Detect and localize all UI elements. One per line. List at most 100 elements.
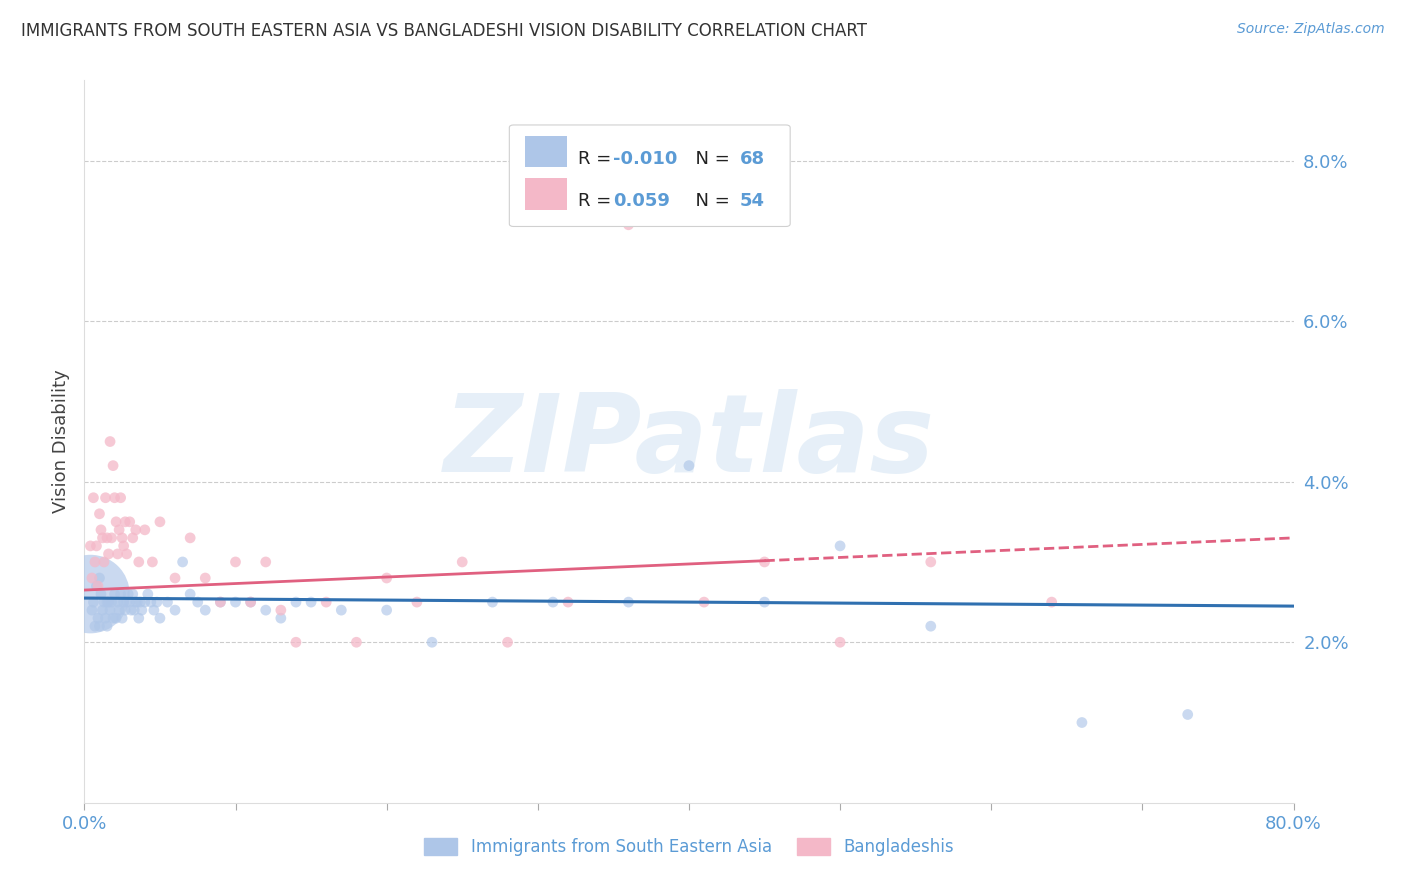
Point xyxy=(82,491,104,505)
Point xyxy=(117,587,139,601)
Point xyxy=(93,555,115,569)
Point xyxy=(285,595,308,609)
Point xyxy=(830,635,852,649)
Text: N =: N = xyxy=(683,150,735,168)
Text: -0.010: -0.010 xyxy=(613,150,678,168)
Point xyxy=(1177,707,1199,722)
Text: R =: R = xyxy=(578,150,617,168)
Point xyxy=(299,595,322,609)
Point xyxy=(94,491,117,505)
Point xyxy=(754,595,776,609)
Point xyxy=(1071,715,1094,730)
Point xyxy=(84,619,107,633)
Point xyxy=(111,611,134,625)
Point xyxy=(121,587,143,601)
Point xyxy=(89,507,111,521)
Point xyxy=(451,555,474,569)
Point xyxy=(496,635,519,649)
Point xyxy=(80,603,103,617)
Point xyxy=(134,523,156,537)
Point xyxy=(89,571,111,585)
Point xyxy=(118,595,141,609)
Point xyxy=(125,523,148,537)
Point xyxy=(330,603,353,617)
Point xyxy=(112,539,135,553)
Legend: Immigrants from South Eastern Asia, Bangladeshis: Immigrants from South Eastern Asia, Bang… xyxy=(418,831,960,863)
Point xyxy=(108,603,131,617)
Point xyxy=(754,555,776,569)
Point xyxy=(91,603,114,617)
Point xyxy=(96,531,118,545)
Point xyxy=(270,603,292,617)
Point xyxy=(87,611,110,625)
Point xyxy=(149,611,172,625)
Point xyxy=(86,579,108,593)
Point xyxy=(108,523,131,537)
Point xyxy=(96,595,118,609)
Point xyxy=(122,603,145,617)
Point xyxy=(129,595,152,609)
Point xyxy=(420,635,443,649)
Point xyxy=(87,579,110,593)
Point xyxy=(165,571,187,585)
Point xyxy=(194,571,217,585)
Point xyxy=(142,603,165,617)
Point xyxy=(678,458,700,473)
Point xyxy=(100,531,122,545)
Point xyxy=(114,603,136,617)
Text: R =: R = xyxy=(578,193,623,211)
Point xyxy=(91,531,114,545)
Point xyxy=(406,595,429,609)
Point xyxy=(96,619,118,633)
Text: N =: N = xyxy=(683,193,735,211)
Point xyxy=(125,595,148,609)
Point xyxy=(346,635,368,649)
Point xyxy=(84,555,107,569)
Text: 54: 54 xyxy=(740,193,765,211)
Point xyxy=(693,595,716,609)
Text: 68: 68 xyxy=(740,150,765,168)
Point xyxy=(165,603,187,617)
Point xyxy=(107,595,129,609)
Point xyxy=(254,555,277,569)
Point xyxy=(134,595,156,609)
Point xyxy=(1040,595,1063,609)
Point xyxy=(86,539,108,553)
Point xyxy=(90,587,112,601)
Point xyxy=(101,611,124,625)
Point xyxy=(617,218,640,232)
Point xyxy=(120,603,142,617)
Point xyxy=(115,547,138,561)
Point xyxy=(97,547,120,561)
Point xyxy=(136,587,159,601)
Point xyxy=(156,595,179,609)
Point xyxy=(172,555,194,569)
Point xyxy=(110,587,132,601)
Point xyxy=(285,635,308,649)
Point xyxy=(254,603,277,617)
Point xyxy=(97,595,120,609)
Point xyxy=(105,515,128,529)
Point xyxy=(225,555,247,569)
Point xyxy=(617,595,640,609)
Point xyxy=(79,539,101,553)
Point xyxy=(139,595,162,609)
Point xyxy=(128,555,150,569)
Point xyxy=(121,531,143,545)
Y-axis label: Vision Disability: Vision Disability xyxy=(52,369,70,514)
Point xyxy=(118,515,141,529)
Point xyxy=(209,595,232,609)
Point xyxy=(920,619,942,633)
Point xyxy=(830,539,852,553)
Point xyxy=(557,595,579,609)
Point xyxy=(94,611,117,625)
Point xyxy=(920,555,942,569)
Point xyxy=(270,611,292,625)
Point xyxy=(112,595,135,609)
Point xyxy=(79,587,101,601)
Point xyxy=(104,491,127,505)
Point xyxy=(93,595,115,609)
Text: ZIPatlas: ZIPatlas xyxy=(443,389,935,494)
Point xyxy=(239,595,262,609)
Point xyxy=(315,595,337,609)
